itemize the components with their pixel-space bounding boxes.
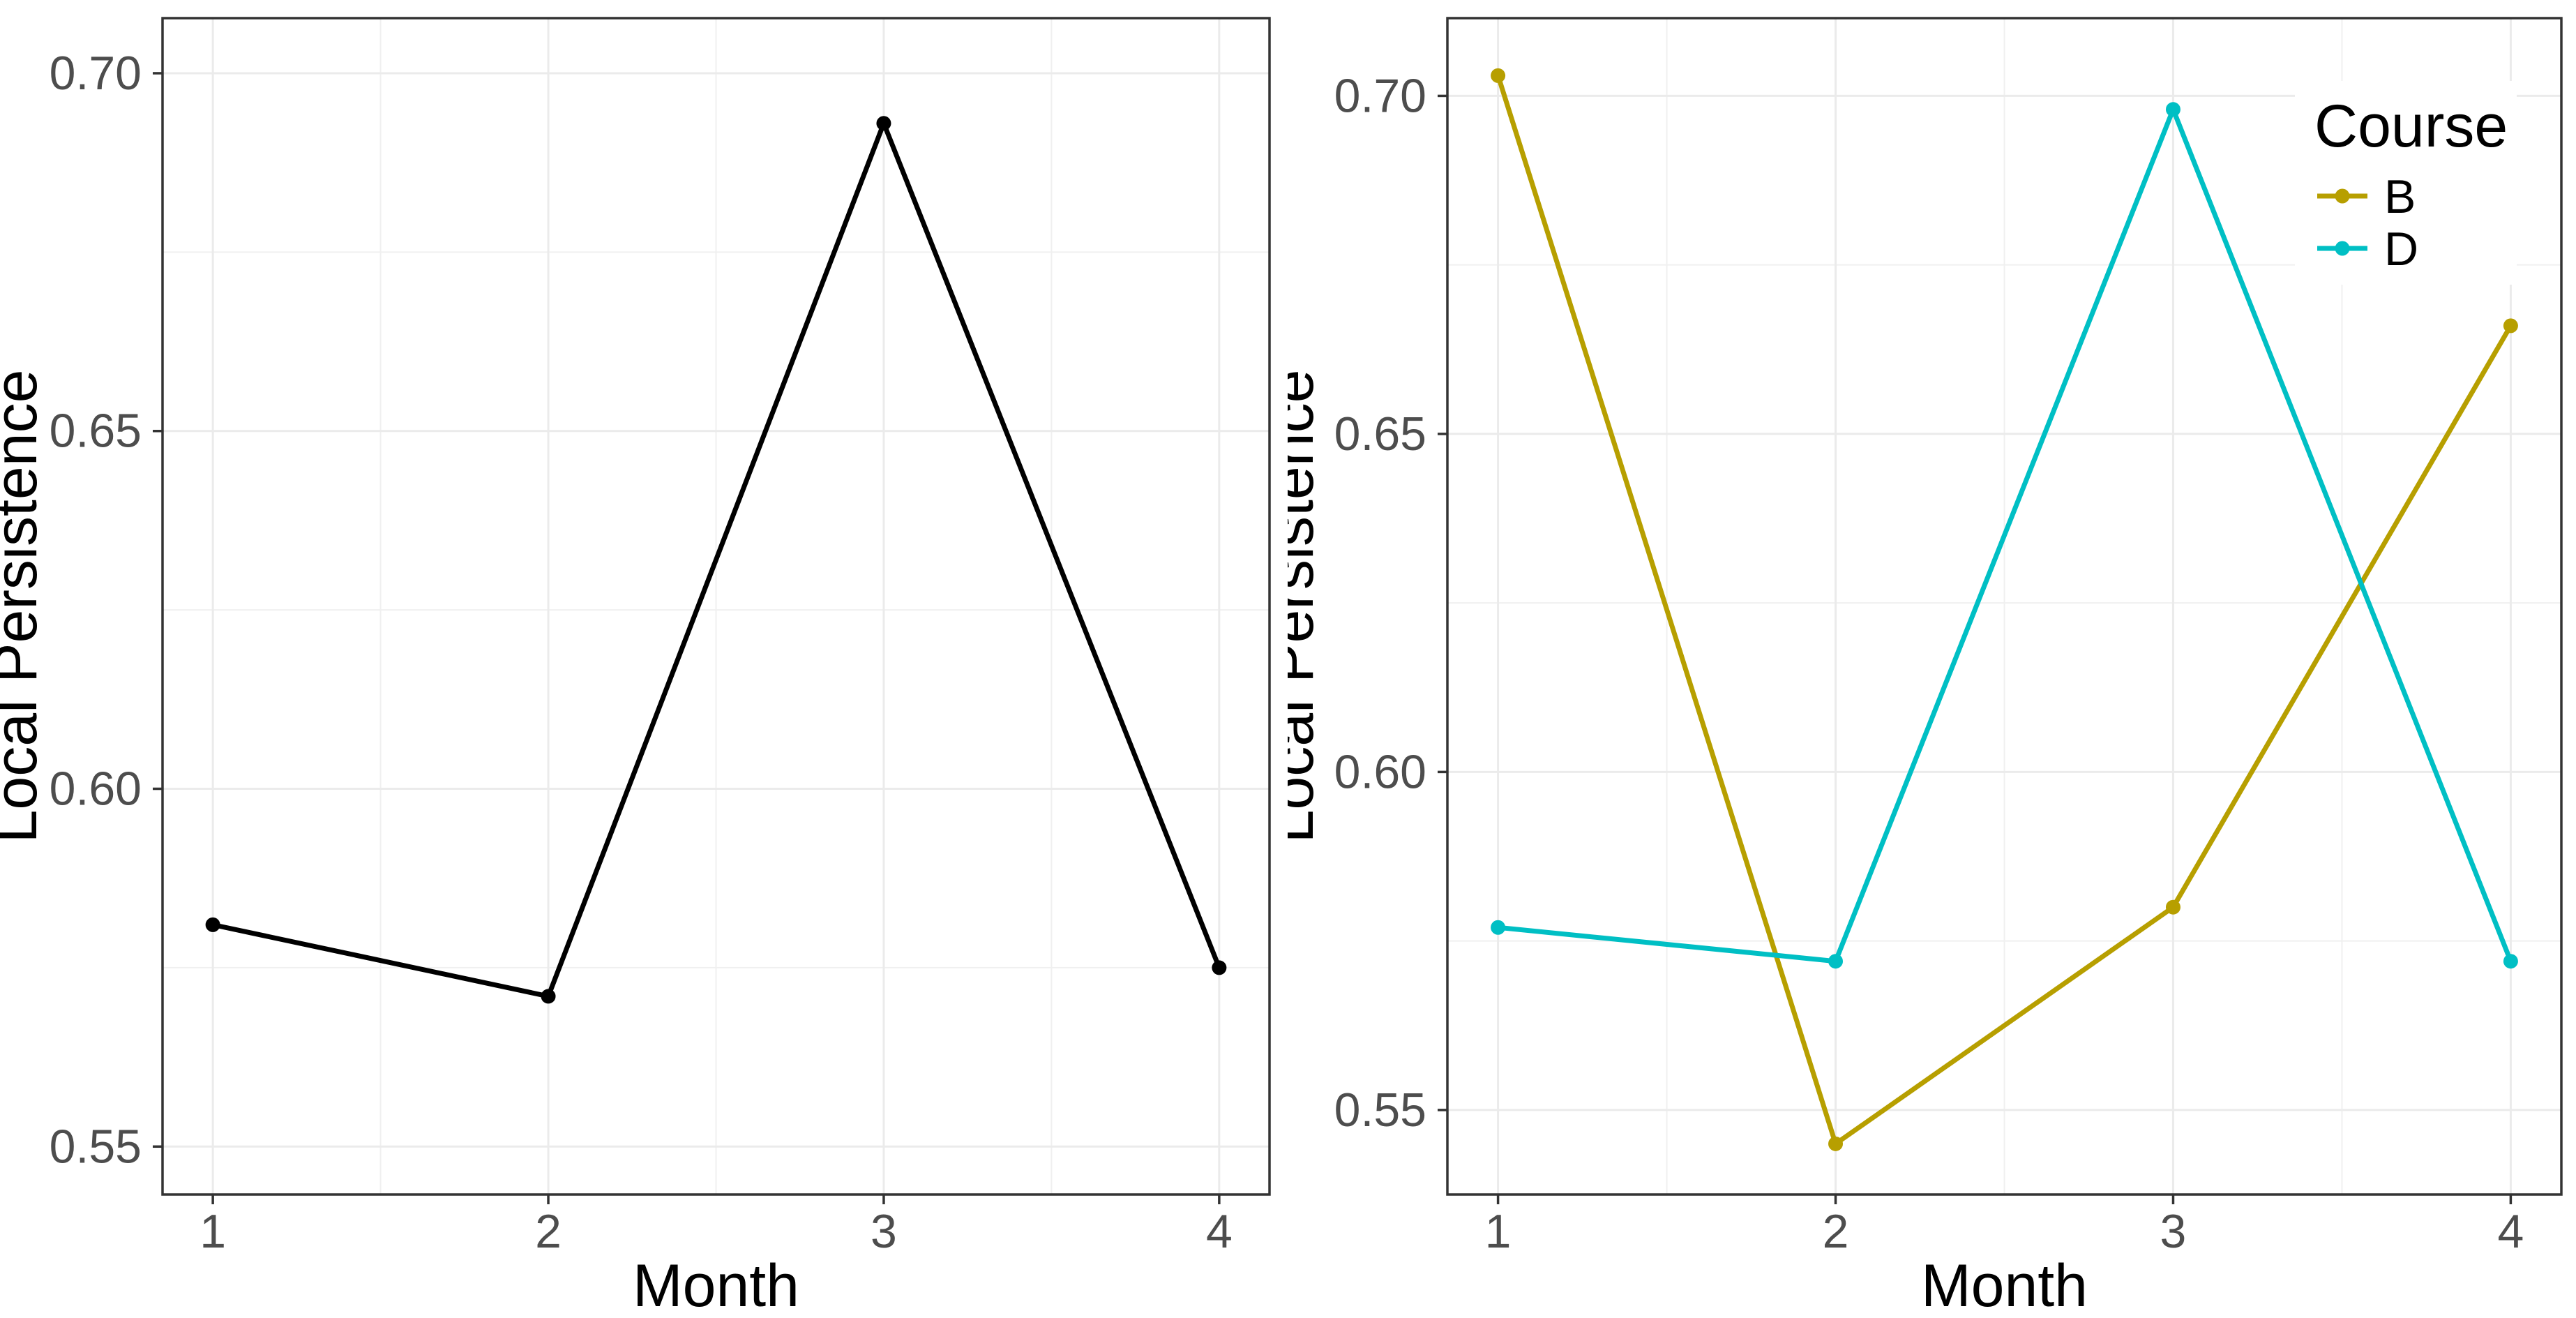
data-point-D <box>1828 954 1844 969</box>
x-tick-label: 3 <box>2160 1205 2187 1258</box>
y-tick-label: 0.70 <box>1334 69 1426 122</box>
series-line-D <box>1498 103 2513 964</box>
y-tick-label: 0.65 <box>1334 407 1426 460</box>
legend-key-point-D <box>2335 241 2350 256</box>
y-tick-label: 0.55 <box>50 1120 142 1173</box>
data-point-main <box>205 917 220 932</box>
x-axis-title: Month <box>633 1252 799 1318</box>
y-tick-label: 0.55 <box>1334 1084 1426 1137</box>
data-point-main <box>541 989 556 1004</box>
data-point-D <box>2503 954 2518 969</box>
data-point-B <box>1491 68 1506 83</box>
panel-border <box>161 17 1271 1196</box>
x-tick-label: 2 <box>535 1205 562 1258</box>
data-point-main <box>1212 960 1227 975</box>
data-point-D <box>2165 102 2180 117</box>
y-tick-label: 0.65 <box>50 405 142 458</box>
x-axis-title: Month <box>1921 1252 2088 1318</box>
data-point-B <box>2165 899 2180 915</box>
y-tick-label: 0.60 <box>1334 745 1426 798</box>
x-tick-label: 3 <box>871 1205 897 1258</box>
data-point-B <box>1828 1136 1844 1151</box>
x-tick-label: 1 <box>199 1205 226 1258</box>
y-axis-title: Local Persistence <box>1288 370 1326 844</box>
right-chart: Course BD 0.55 0.60 0.65 0.70 1 2 3 4 Month Local P… <box>1288 17 2563 1318</box>
legend-key-point-B <box>2335 188 2350 204</box>
legend-label-D: D <box>2384 223 2418 276</box>
x-tick-label: 4 <box>2497 1205 2524 1258</box>
panel-border <box>1446 17 2563 1196</box>
x-tick-label: 2 <box>1823 1205 1849 1258</box>
y-axis-title: Local Persistence <box>0 370 50 844</box>
data-point-D <box>1491 920 1506 935</box>
legend-label-B: B <box>2384 170 2416 223</box>
series-line-main <box>212 117 1222 999</box>
left-chart: 0.55 0.60 0.65 0.70 1 2 3 4 Month Local Persisten… <box>0 17 1271 1318</box>
y-tick-label: 0.60 <box>50 763 142 816</box>
x-tick-label: 1 <box>1485 1205 1512 1258</box>
legend-title: Course <box>2314 93 2508 160</box>
data-point-main <box>876 116 891 131</box>
x-tick-label: 4 <box>1206 1205 1233 1258</box>
y-tick-label: 0.70 <box>50 47 142 100</box>
data-point-B <box>2503 318 2518 334</box>
series-line-B <box>1496 75 2513 1148</box>
